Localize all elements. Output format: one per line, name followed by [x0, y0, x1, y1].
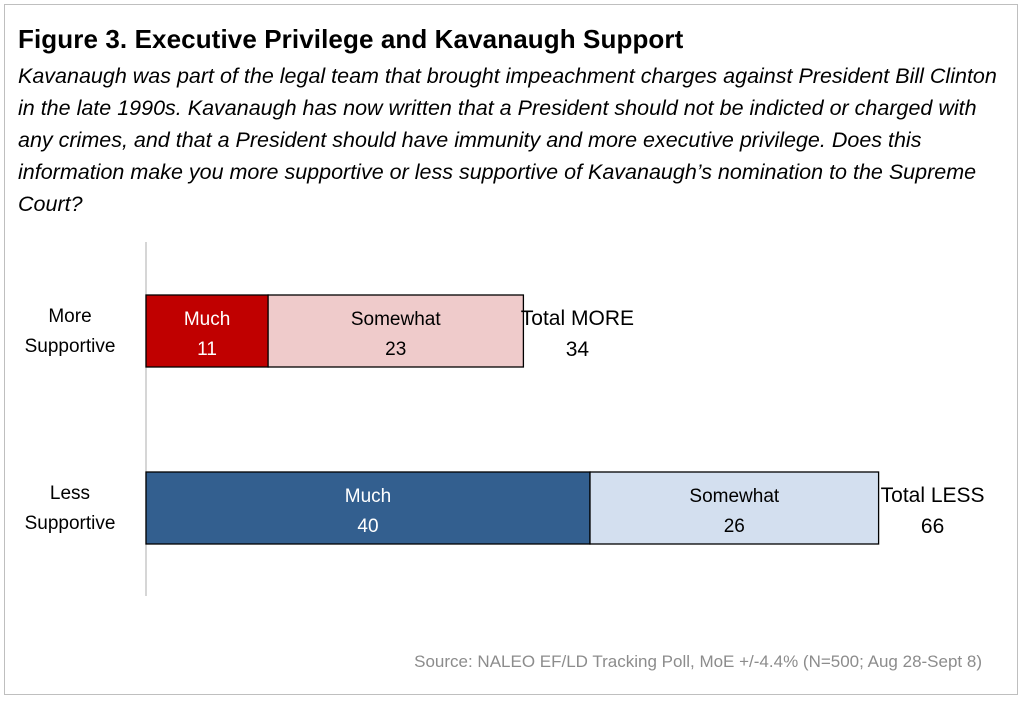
bar-segment-somewhat-1: [589, 471, 880, 545]
category-label-line: Supportive: [25, 513, 116, 534]
bar-segment-somewhat-0: [267, 294, 525, 368]
category-label-1: Less Supportive: [25, 483, 116, 534]
category-label-line: Supportive: [25, 336, 116, 357]
figure-subtitle: Kavanaugh was part of the legal team tha…: [18, 64, 997, 216]
total-label: Total LESS: [881, 484, 985, 507]
segment-value-label: 40: [357, 516, 378, 537]
bar-segment-much-0: [145, 294, 269, 368]
total-value: 66: [921, 515, 944, 538]
category-label-line: Less: [50, 483, 90, 504]
figure-title: Figure 3. Executive Privilege and Kavana…: [18, 24, 684, 54]
segment-series-label: Much: [184, 309, 230, 330]
segment-value-label: 26: [724, 516, 745, 537]
segment-series-label: Somewhat: [351, 309, 441, 330]
segment-series-label: Somewhat: [689, 486, 779, 507]
category-label-line: More: [48, 306, 91, 327]
segment-value-label: 23: [385, 339, 406, 360]
total-value: 34: [566, 338, 590, 361]
bar-segment-much-1: [145, 471, 591, 545]
total-label: Total MORE: [521, 307, 634, 330]
source-note: Source: NALEO EF/LD Tracking Poll, MoE +…: [414, 652, 982, 671]
category-label-0: More Supportive: [25, 306, 116, 357]
segment-value-label: 11: [197, 339, 217, 360]
segment-series-label: Much: [345, 486, 391, 507]
